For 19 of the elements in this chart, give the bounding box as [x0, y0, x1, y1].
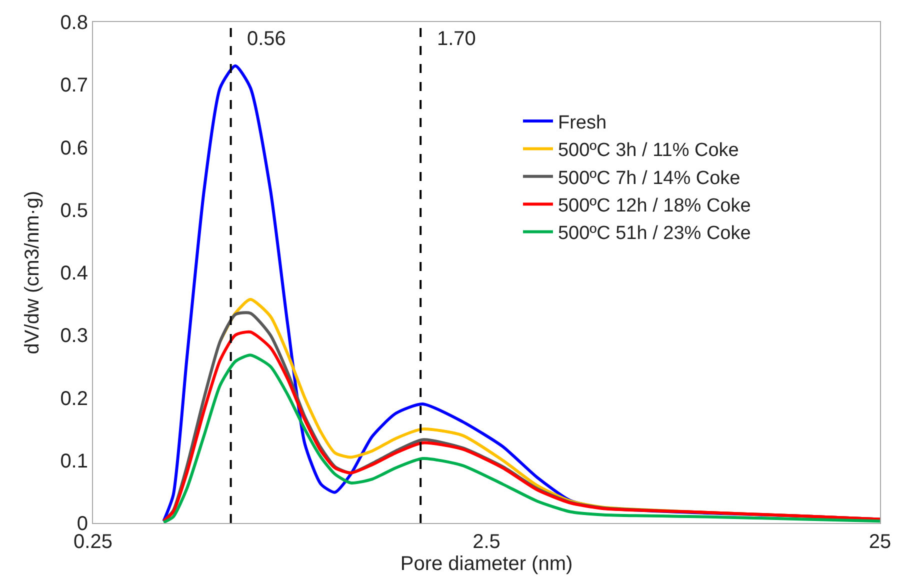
- x-tick-label: 25: [868, 531, 892, 553]
- y-tick-label: 0.8: [60, 12, 88, 34]
- ref-line-label: 1.70: [437, 28, 476, 50]
- y-tick-label: 0.7: [60, 74, 88, 97]
- y-tick-label: 0.4: [60, 262, 88, 284]
- legend-label: Fresh: [558, 112, 607, 134]
- y-axis-title: dV/dw (cm3/nm·g): [22, 190, 44, 354]
- y-tick-label: 0.5: [60, 200, 88, 222]
- x-tick-label: 2.5: [472, 531, 500, 553]
- x-axis-title: Pore diameter (nm): [400, 553, 573, 575]
- legend-label: 500ºC 7h / 14% Coke: [558, 168, 740, 189]
- legend-label: 500ºC 12h / 18% Coke: [558, 196, 751, 217]
- y-tick-label: 0.3: [60, 325, 88, 348]
- y-tick-label: 0.1: [60, 450, 88, 472]
- legend-label: 500ºC 51h / 23% Coke: [558, 223, 751, 244]
- y-tick-label: 0.2: [60, 388, 88, 410]
- ref-line-label: 0.56: [247, 28, 286, 50]
- y-tick-label: 0.6: [60, 137, 88, 160]
- legend-label: 500ºC 3h / 11% Coke: [558, 140, 739, 162]
